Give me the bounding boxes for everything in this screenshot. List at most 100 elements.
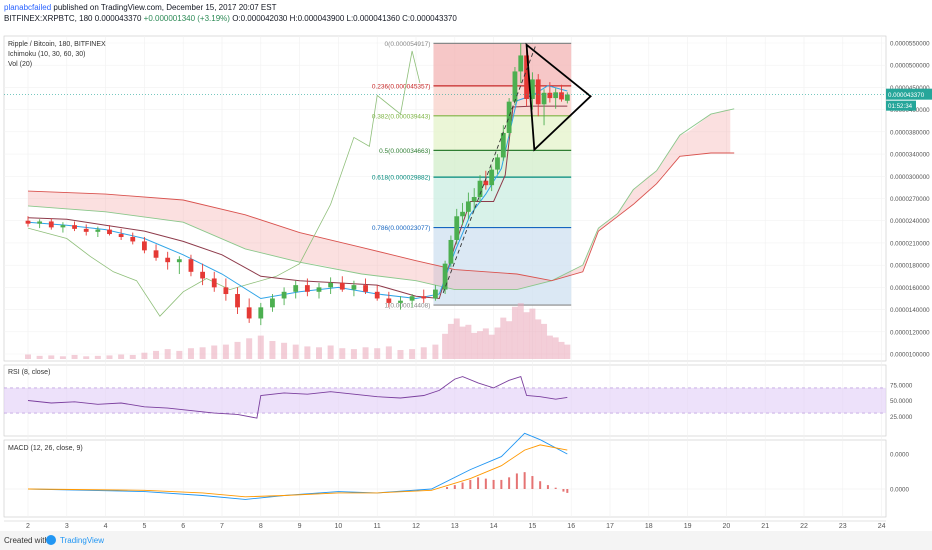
rsi-title: RSI (8, close) [8,369,50,376]
volume-bar [511,306,518,359]
candle-body [339,282,345,290]
volume-bar [176,350,183,359]
volume-bar [535,319,542,359]
x-tick-label: 17 [606,523,614,530]
candle-body [188,259,194,272]
candle-body [281,291,287,299]
candle-body [72,225,77,229]
volume-bar [59,356,66,359]
macd-histogram-bar [523,472,526,489]
candle-body [25,220,31,224]
candle-body [153,250,159,258]
rsi-band [4,387,886,414]
x-tick-label: 5 [142,523,146,530]
fib-zone [433,85,572,116]
price-tick-label: 0.0000180000 [890,263,930,270]
ichimoku-cloud [28,109,731,290]
candle-body [530,79,535,99]
candle-body [524,55,529,99]
volume-bar [257,335,264,359]
volume-bar [316,347,322,359]
x-tick-label: 4 [104,523,108,530]
price-tick-label: 0.0000550000 [890,41,930,48]
price-tick-label: 0.0000380000 [890,129,930,136]
macd-histogram-bar [453,485,456,489]
tradingview-link[interactable]: TradingView [60,536,105,545]
x-tick-label: 16 [567,523,575,530]
publish-info: published on TradingView.com, December 1… [53,3,277,12]
candle-body [559,92,564,100]
candle-body [564,94,570,101]
macd-histogram-bar [546,485,549,489]
candle-body [454,216,460,240]
fib-level-label: 1(0.000014408) [385,303,431,310]
x-tick-label: 23 [839,523,847,530]
candle-body [512,71,518,102]
macd-tick-label: 0.0000 [890,487,909,494]
candle-body [211,278,217,288]
volume-bar [153,350,160,359]
candle-body [518,55,524,72]
volume-bar [374,348,381,359]
candle-body [293,285,299,292]
candle-body [316,287,322,292]
candle-body [200,271,205,279]
candle-body [553,92,559,99]
candle-body [246,307,252,319]
fib-level-label: 0.382(0.000039443) [372,113,431,120]
tenkan-sen-line [27,85,568,300]
volume-bar [339,348,346,359]
last-price: 0.000043370 [94,14,142,23]
x-tick-label: 2 [26,523,30,530]
volume-bar [564,344,571,359]
candle-body [363,285,368,292]
volume-bar [234,341,241,359]
volume-bar [187,348,194,359]
x-tick-label: 24 [878,523,886,530]
volume-bar [304,346,311,359]
rsi-tick-label: 50.0000 [890,398,913,405]
volume-bar [292,344,299,359]
triangle-drawing [525,42,592,152]
x-tick-label: 9 [298,523,302,530]
price-tick-label: 0.0000120000 [890,329,930,336]
volume-bar [397,350,404,359]
candle-body [433,289,438,299]
candle-body [165,257,171,263]
candle-body [130,237,136,242]
macd-histogram-bar [477,477,480,489]
macd-histogram-bar [531,476,534,489]
volume-bar [94,355,101,359]
candle-body [398,300,403,303]
candle-body [374,291,380,299]
macd-histogram-bar [461,482,464,489]
x-tick-label: 8 [259,523,263,530]
volume-bar [459,326,466,359]
candle-body [471,197,477,202]
macd-signal-line [27,444,568,498]
rsi-tick-label: 75.0000 [890,382,913,389]
volume-bar [246,338,253,359]
macd-histogram-bar [566,489,569,493]
volume-bar [465,324,472,359]
x-tick-label: 10 [335,523,343,530]
candle-body [142,241,147,251]
price-tick-label: 0.0000100000 [890,352,930,359]
volume-bar [350,349,357,359]
volume-bar [385,346,392,359]
candle-body [489,169,495,186]
volume-bar [362,347,369,359]
senkou-span-a-line [27,108,735,291]
candle-body [541,92,547,105]
price-tick-label: 0.0000300000 [890,174,930,181]
author-link[interactable]: planabcfailed [4,3,52,12]
candle-body [442,263,448,290]
price-tick-label: 0.0000500000 [890,63,930,70]
legend-entry: Ripple / Bitcoin, 180, BITFINEX [8,41,106,48]
tradingview-logo-icon [46,535,56,545]
candle-body [270,298,275,308]
volume-bar [442,333,449,359]
last-price-tag-text: 0.000043370 [888,92,925,99]
fib-level-label: 0.618(0.000029882) [372,175,431,182]
candle-body [223,287,229,295]
